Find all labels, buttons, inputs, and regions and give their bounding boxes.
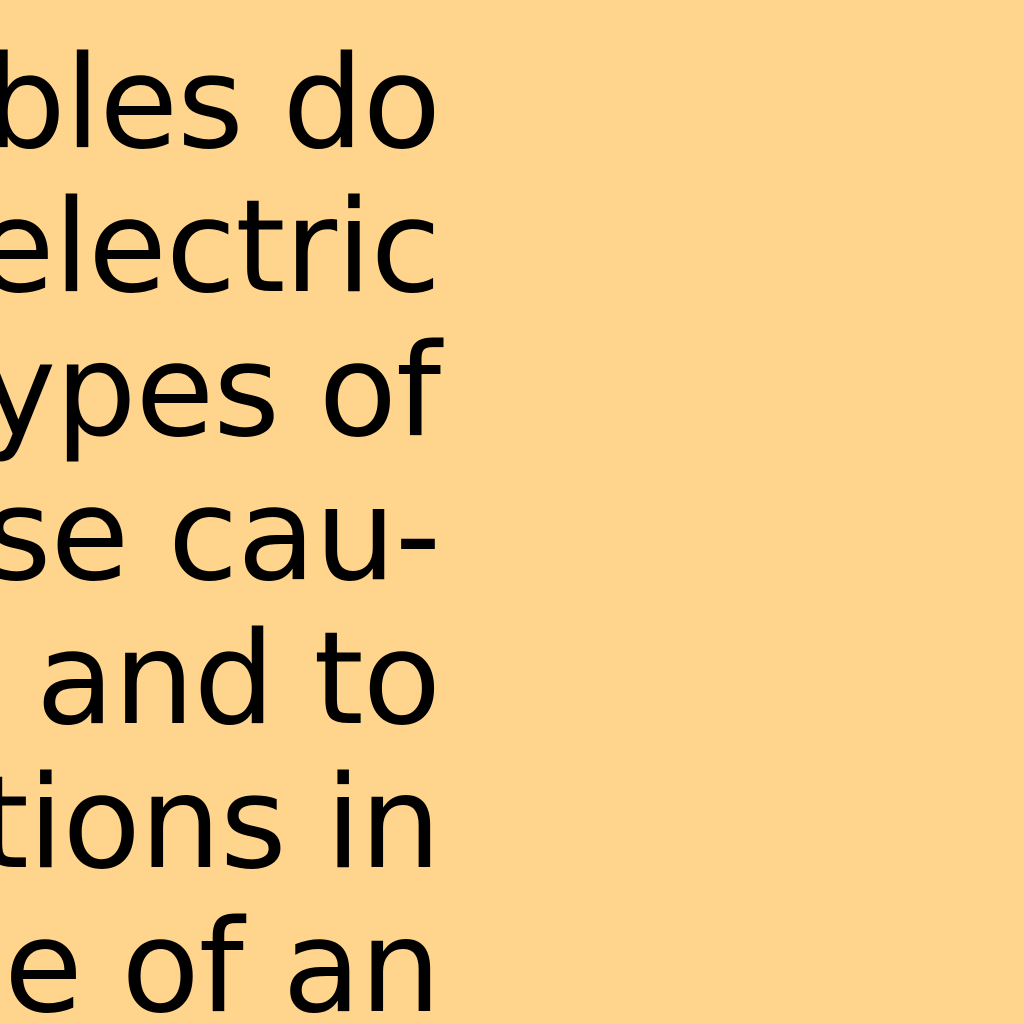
text-line-4: se cau-	[0, 461, 441, 610]
text-line-6: tions in	[0, 749, 441, 898]
text-line-1: bles do	[0, 29, 441, 178]
text-line-2: electric	[0, 173, 441, 322]
text-line-5: s and to	[0, 605, 441, 754]
text-line-7: ce of an	[0, 893, 441, 1024]
text-line-3: ypes of	[0, 317, 441, 466]
